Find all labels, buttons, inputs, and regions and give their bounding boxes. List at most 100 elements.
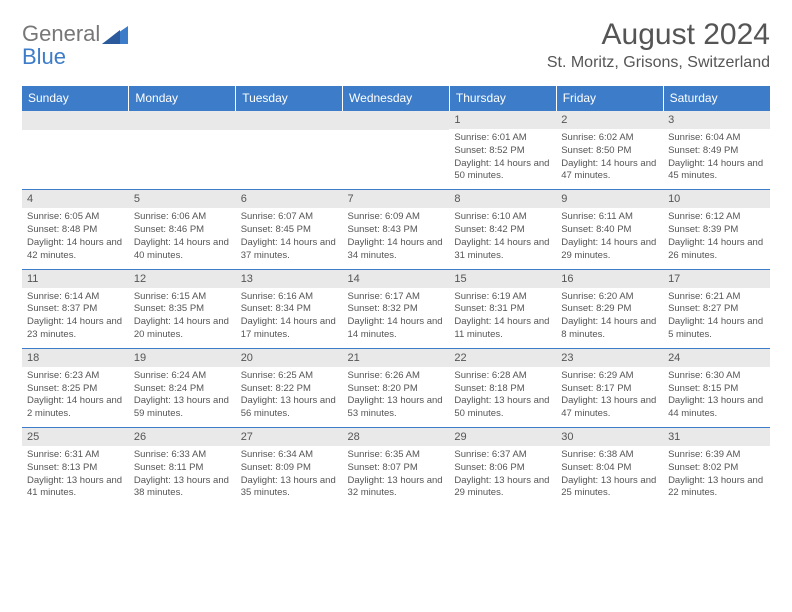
calendar-cell: 10Sunrise: 6:12 AMSunset: 8:39 PMDayligh… [663,190,770,269]
sunset-text: Sunset: 8:04 PM [561,462,658,475]
sunset-text: Sunset: 8:11 PM [134,462,231,475]
daylight-text: Daylight: 14 hours and 47 minutes. [561,158,658,184]
day-number: 2 [556,111,663,129]
sunset-text: Sunset: 8:42 PM [454,224,551,237]
daylight-text: Daylight: 14 hours and 20 minutes. [134,316,231,342]
weekday-header: Friday [556,86,663,111]
empty-day-body [343,130,450,186]
day-number: 12 [129,270,236,288]
empty-day-header [236,111,343,130]
daylight-text: Daylight: 14 hours and 31 minutes. [454,237,551,263]
calendar-cell: 15Sunrise: 6:19 AMSunset: 8:31 PMDayligh… [449,269,556,348]
day-info: Sunrise: 6:29 AMSunset: 8:17 PMDaylight:… [556,367,663,427]
daylight-text: Daylight: 13 hours and 56 minutes. [241,395,338,421]
calendar-cell: 14Sunrise: 6:17 AMSunset: 8:32 PMDayligh… [343,269,450,348]
empty-day-body [236,130,343,186]
sunrise-text: Sunrise: 6:38 AM [561,449,658,462]
sunrise-text: Sunrise: 6:07 AM [241,211,338,224]
day-number: 13 [236,270,343,288]
sunset-text: Sunset: 8:48 PM [27,224,124,237]
sunrise-text: Sunrise: 6:39 AM [668,449,765,462]
calendar: SundayMondayTuesdayWednesdayThursdayFrid… [22,86,770,506]
calendar-cell: 16Sunrise: 6:20 AMSunset: 8:29 PMDayligh… [556,269,663,348]
sunrise-text: Sunrise: 6:16 AM [241,291,338,304]
calendar-cell: 12Sunrise: 6:15 AMSunset: 8:35 PMDayligh… [129,269,236,348]
day-number: 25 [22,428,129,446]
sunrise-text: Sunrise: 6:33 AM [134,449,231,462]
calendar-cell: 11Sunrise: 6:14 AMSunset: 8:37 PMDayligh… [22,269,129,348]
weekday-header: Thursday [449,86,556,111]
sunset-text: Sunset: 8:17 PM [561,383,658,396]
calendar-week-row: 25Sunrise: 6:31 AMSunset: 8:13 PMDayligh… [22,428,770,507]
day-number: 31 [663,428,770,446]
weekday-header: Tuesday [236,86,343,111]
calendar-cell [236,111,343,190]
day-number: 6 [236,190,343,208]
calendar-cell: 22Sunrise: 6:28 AMSunset: 8:18 PMDayligh… [449,348,556,427]
sunset-text: Sunset: 8:20 PM [348,383,445,396]
calendar-cell [343,111,450,190]
day-info: Sunrise: 6:24 AMSunset: 8:24 PMDaylight:… [129,367,236,427]
sunrise-text: Sunrise: 6:25 AM [241,370,338,383]
day-info: Sunrise: 6:12 AMSunset: 8:39 PMDaylight:… [663,208,770,268]
sunset-text: Sunset: 8:45 PM [241,224,338,237]
daylight-text: Daylight: 13 hours and 44 minutes. [668,395,765,421]
sunrise-text: Sunrise: 6:29 AM [561,370,658,383]
sunset-text: Sunset: 8:37 PM [27,303,124,316]
calendar-cell: 26Sunrise: 6:33 AMSunset: 8:11 PMDayligh… [129,428,236,507]
sunset-text: Sunset: 8:32 PM [348,303,445,316]
day-number: 14 [343,270,450,288]
sunset-text: Sunset: 8:40 PM [561,224,658,237]
sunset-text: Sunset: 8:50 PM [561,145,658,158]
calendar-cell: 27Sunrise: 6:34 AMSunset: 8:09 PMDayligh… [236,428,343,507]
sunset-text: Sunset: 8:15 PM [668,383,765,396]
sunrise-text: Sunrise: 6:15 AM [134,291,231,304]
day-info: Sunrise: 6:25 AMSunset: 8:22 PMDaylight:… [236,367,343,427]
calendar-cell: 24Sunrise: 6:30 AMSunset: 8:15 PMDayligh… [663,348,770,427]
day-info: Sunrise: 6:34 AMSunset: 8:09 PMDaylight:… [236,446,343,506]
calendar-cell: 2Sunrise: 6:02 AMSunset: 8:50 PMDaylight… [556,111,663,190]
day-number: 10 [663,190,770,208]
day-info: Sunrise: 6:01 AMSunset: 8:52 PMDaylight:… [449,129,556,189]
sunset-text: Sunset: 8:52 PM [454,145,551,158]
weekday-header: Monday [129,86,236,111]
daylight-text: Daylight: 14 hours and 50 minutes. [454,158,551,184]
daylight-text: Daylight: 14 hours and 42 minutes. [27,237,124,263]
month-title: August 2024 [547,18,770,52]
day-number: 15 [449,270,556,288]
calendar-week-row: 11Sunrise: 6:14 AMSunset: 8:37 PMDayligh… [22,269,770,348]
day-number: 21 [343,349,450,367]
sunrise-text: Sunrise: 6:24 AM [134,370,231,383]
sunrise-text: Sunrise: 6:20 AM [561,291,658,304]
day-number: 5 [129,190,236,208]
sunset-text: Sunset: 8:35 PM [134,303,231,316]
daylight-text: Daylight: 13 hours and 50 minutes. [454,395,551,421]
sunset-text: Sunset: 8:34 PM [241,303,338,316]
calendar-cell: 9Sunrise: 6:11 AMSunset: 8:40 PMDaylight… [556,190,663,269]
sunrise-text: Sunrise: 6:11 AM [561,211,658,224]
calendar-cell: 8Sunrise: 6:10 AMSunset: 8:42 PMDaylight… [449,190,556,269]
sunset-text: Sunset: 8:49 PM [668,145,765,158]
empty-day-body [129,130,236,186]
day-info: Sunrise: 6:15 AMSunset: 8:35 PMDaylight:… [129,288,236,348]
sunset-text: Sunset: 8:29 PM [561,303,658,316]
daylight-text: Daylight: 14 hours and 5 minutes. [668,316,765,342]
day-number: 26 [129,428,236,446]
header: General Blue August 2024 St. Moritz, Gri… [22,18,770,72]
calendar-cell: 21Sunrise: 6:26 AMSunset: 8:20 PMDayligh… [343,348,450,427]
sunset-text: Sunset: 8:31 PM [454,303,551,316]
daylight-text: Daylight: 13 hours and 32 minutes. [348,475,445,501]
calendar-cell: 13Sunrise: 6:16 AMSunset: 8:34 PMDayligh… [236,269,343,348]
sunrise-text: Sunrise: 6:19 AM [454,291,551,304]
day-info: Sunrise: 6:06 AMSunset: 8:46 PMDaylight:… [129,208,236,268]
logo-triangle-icon [102,22,130,46]
daylight-text: Daylight: 13 hours and 29 minutes. [454,475,551,501]
day-info: Sunrise: 6:21 AMSunset: 8:27 PMDaylight:… [663,288,770,348]
day-number: 16 [556,270,663,288]
day-number: 29 [449,428,556,446]
day-info: Sunrise: 6:28 AMSunset: 8:18 PMDaylight:… [449,367,556,427]
day-info: Sunrise: 6:31 AMSunset: 8:13 PMDaylight:… [22,446,129,506]
sunrise-text: Sunrise: 6:26 AM [348,370,445,383]
day-info: Sunrise: 6:07 AMSunset: 8:45 PMDaylight:… [236,208,343,268]
daylight-text: Daylight: 14 hours and 45 minutes. [668,158,765,184]
